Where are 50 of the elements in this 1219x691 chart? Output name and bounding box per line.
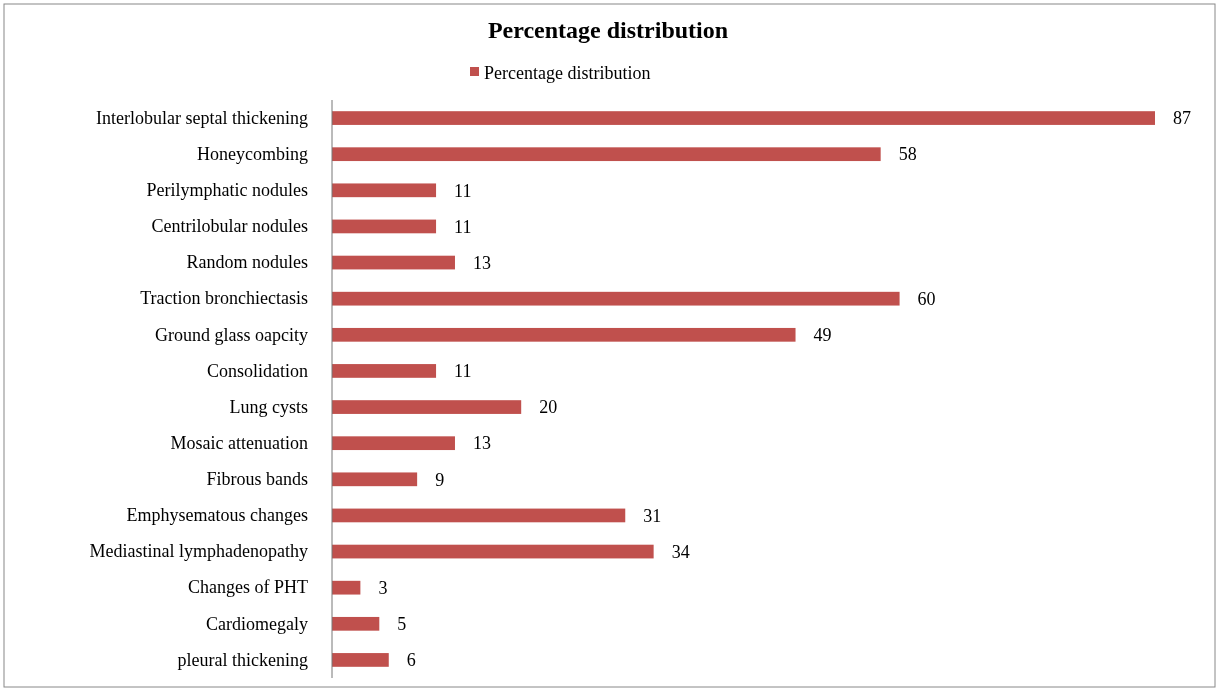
data-label: 5 (397, 614, 407, 635)
bar (332, 291, 900, 306)
data-label: 31 (643, 505, 662, 526)
data-label: 3 (378, 577, 388, 598)
chart-title: Percentage distribution (487, 17, 729, 43)
data-label: 13 (472, 252, 491, 273)
data-label: 11 (454, 361, 472, 382)
y-tick-label: Lung cysts (229, 396, 308, 417)
y-tick-label: Fibrous bands (206, 469, 308, 490)
y-tick-label: Mosaic attenuation (170, 432, 308, 453)
data-label: 6 (406, 650, 416, 671)
data-label: 49 (813, 325, 832, 346)
y-tick-label: Cardiomegaly (206, 613, 308, 634)
y-tick-label: Traction bronchiectasis (140, 288, 308, 309)
y-tick-label: Mediastinal lymphadenopathy (89, 541, 308, 562)
y-tick-label: Interlobular septal thickening (96, 107, 308, 128)
y-tick-label: Consolidation (206, 360, 308, 381)
y-tick-label: Perilymphatic nodules (146, 180, 308, 201)
y-tick-label: Ground glass oapcity (155, 324, 308, 345)
legend-label: Percentage distribution (484, 63, 651, 84)
bar (332, 400, 522, 414)
data-label: 11 (454, 180, 472, 201)
bar (332, 147, 881, 162)
bar (332, 580, 361, 595)
data-label: 34 (671, 541, 690, 562)
y-tick-label: Emphysematous changes (126, 505, 308, 526)
bar (332, 653, 389, 667)
data-label: 87 (1173, 108, 1191, 129)
data-label: 20 (539, 397, 558, 418)
data-label: 13 (472, 433, 491, 454)
data-label: 60 (917, 288, 936, 309)
y-tick-label: Centrilobular nodules (151, 216, 308, 237)
data-label: 11 (454, 216, 472, 237)
bar (332, 219, 437, 234)
bar (332, 255, 455, 270)
bar (332, 111, 1155, 125)
bar (332, 183, 437, 198)
y-tick-label: Random nodules (186, 252, 308, 273)
bar (332, 472, 418, 487)
bar (332, 508, 626, 523)
y-tick-label: pleural thickening (177, 649, 308, 670)
y-tick-label: Changes of PHT (188, 577, 308, 598)
bar (332, 544, 654, 559)
data-label: 9 (435, 469, 445, 490)
bar (332, 616, 380, 631)
y-tick-label: Honeycombing (197, 143, 308, 164)
bar (332, 327, 796, 342)
data-label: 58 (898, 144, 917, 165)
bar (332, 436, 455, 451)
bar (332, 364, 437, 378)
